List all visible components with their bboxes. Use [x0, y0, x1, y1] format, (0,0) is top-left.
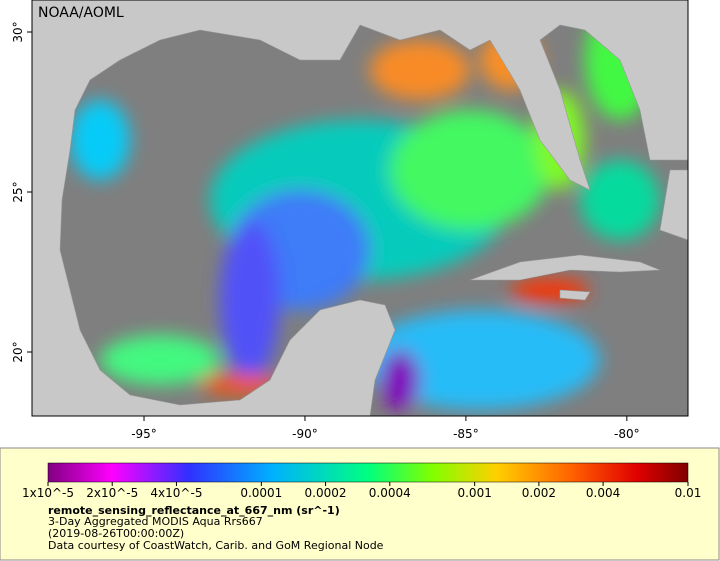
x-tick-label: -85°: [453, 427, 479, 441]
source: Data courtesy of CoastWatch, Carib. and …: [48, 539, 384, 552]
credit: NOAA/AOML: [38, 5, 124, 21]
colorbar-tick-label: 0.0002: [305, 486, 347, 500]
colorbar-tick-label: 0.002: [522, 486, 556, 500]
colorbar-tick-label: 0.001: [457, 486, 491, 500]
x-tick-label: -90°: [292, 427, 318, 441]
variable: remote_sensing_reflectance_at_667_nm (sr…: [48, 504, 340, 517]
description: 3-Day Aggregated MODIS Aqua Rrs667: [48, 515, 263, 528]
colorbar-tick-label: 0.0001: [240, 486, 282, 500]
colorbar-tick-label: 2x10^-5: [86, 486, 138, 500]
x-tick-label: -80°: [614, 427, 640, 441]
time: (2019-08-26T00:00:00Z): [48, 527, 184, 540]
colorbar-tick-label: 4x10^-5: [150, 486, 202, 500]
colorbar-tick-label: 1x10^-5: [22, 486, 74, 500]
colorbar-tick-label: 0.01: [675, 486, 702, 500]
x-tick-label: -95°: [131, 427, 157, 441]
colorbar: [47, 462, 689, 483]
colorbar-tick-label: 0.0004: [369, 486, 411, 500]
map: [32, 0, 688, 416]
y-tick-label: 30°: [11, 21, 25, 42]
y-tick-label: 25°: [11, 181, 25, 202]
y-tick-label: 20°: [11, 341, 25, 362]
colorbar-tick-label: 0.004: [586, 486, 620, 500]
